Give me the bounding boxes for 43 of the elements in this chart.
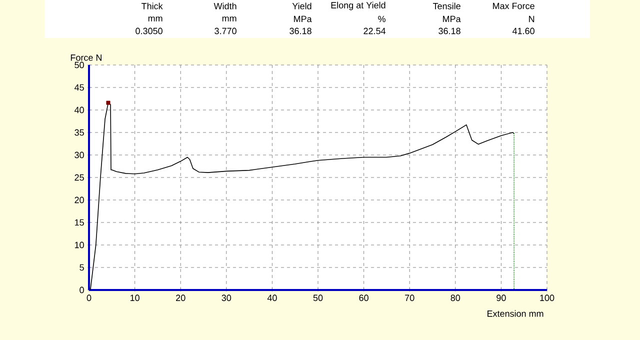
y-tick-label: 40 bbox=[74, 106, 84, 114]
text: N bbox=[529, 16, 534, 22]
text: 36.18 bbox=[290, 28, 312, 34]
text: 3.770 bbox=[214, 28, 236, 34]
x-axis-title: Extension mm bbox=[488, 310, 544, 317]
x-tick-label: 80 bbox=[450, 294, 460, 302]
x-tick-label: 60 bbox=[359, 294, 368, 302]
x-tick-label: 0 bbox=[86, 294, 92, 302]
x-tick-label: 50 bbox=[313, 294, 323, 302]
text: mm bbox=[222, 16, 236, 22]
text: Elong at Yield bbox=[331, 2, 386, 10]
text: Yield bbox=[292, 2, 312, 10]
y-tick-label: 20 bbox=[74, 196, 84, 204]
x-tick-label: 20 bbox=[176, 294, 186, 302]
text: Thick bbox=[142, 2, 163, 10]
y-tick-label: 45 bbox=[74, 84, 84, 91]
line-series bbox=[90, 102, 514, 290]
x-tick-label: 10 bbox=[130, 294, 140, 302]
y-tick-label: 15 bbox=[74, 219, 84, 226]
y-tick-label: 25 bbox=[74, 174, 84, 181]
text: mm bbox=[148, 16, 162, 22]
x-tick-label: 40 bbox=[267, 294, 277, 302]
y-tick-label: 35 bbox=[74, 129, 84, 136]
x-tick-label: 100 bbox=[540, 294, 554, 302]
text: MPa bbox=[294, 16, 312, 22]
text: Width bbox=[214, 2, 236, 10]
y-tick-label: 10 bbox=[74, 242, 84, 248]
text: % bbox=[378, 16, 386, 22]
text: 41.60 bbox=[512, 28, 534, 34]
text: Max Force bbox=[493, 2, 534, 10]
y-tick-label: 0 bbox=[80, 286, 84, 294]
x-tick-label: 30 bbox=[222, 294, 232, 302]
x-tick-label: 90 bbox=[496, 294, 506, 302]
text: MPa bbox=[443, 16, 461, 22]
x-tick-label: 70 bbox=[405, 294, 414, 302]
text: 0.3050 bbox=[136, 28, 162, 34]
y-tick-label: 50 bbox=[74, 62, 84, 68]
y-tick-label: 5 bbox=[80, 264, 84, 271]
text: Tensile bbox=[432, 2, 460, 10]
y-tick-label: 30 bbox=[74, 152, 84, 158]
text: 22.54 bbox=[364, 28, 386, 34]
text: 36.18 bbox=[438, 28, 460, 34]
y-axis-title: Force N bbox=[70, 54, 102, 61]
